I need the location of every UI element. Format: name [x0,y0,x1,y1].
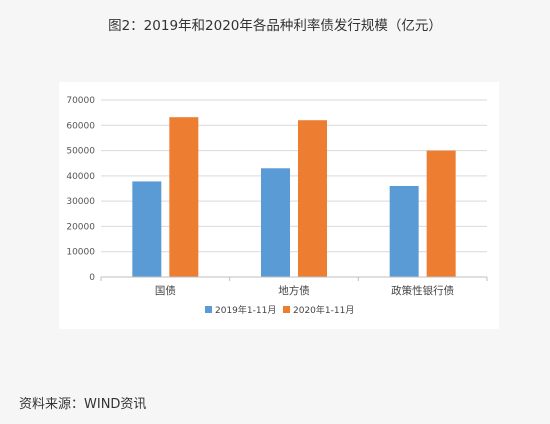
source-note: 资料来源：WIND资讯 [19,397,147,412]
y-tick-label: 50000 [66,147,95,157]
x-category-label: 政策性银行债 [391,284,454,297]
y-tick-label: 20000 [66,222,95,232]
legend: 2019年1-11月 2020年1-11月 [205,304,354,316]
bar-2019-0 [132,181,162,277]
legend-swatch-0 [205,306,212,313]
bar-2020-0 [169,117,199,277]
figure-title: 图2：2019年和2020年各品种利率债发行规模（亿元） [108,18,442,34]
y-tick-label: 40000 [66,172,95,182]
y-tick-label: 70000 [66,96,95,106]
bar-2019-2 [389,185,419,277]
legend-swatch-1 [283,306,290,313]
x-axis: 国债 地方债 政策性银行债 [100,276,488,297]
x-category-label: 地方债 [278,284,310,297]
y-tick-label: 60000 [66,121,95,131]
x-category-label: 国债 [155,284,176,297]
legend-label-0: 2019年1-11月 [215,304,276,316]
y-axis-ticks: 0 10000 20000 30000 40000 50000 60000 70000 [66,96,95,283]
legend-label-1: 2020年1-11月 [293,304,354,316]
y-tick-label: 30000 [66,197,95,207]
bar-chart: 0 10000 20000 30000 40000 50000 60000 70000 国债 地… [66,96,488,316]
y-tick-label: 10000 [66,248,95,258]
bars [132,117,456,277]
bar-2019-1 [261,168,290,277]
chart-panel: 0 10000 20000 30000 40000 50000 60000 70000 国债 地… [59,82,499,329]
gridlines [101,99,487,253]
bar-2020-2 [426,150,456,277]
bar-2020-1 [298,120,327,277]
y-tick-label: 0 [89,273,95,283]
